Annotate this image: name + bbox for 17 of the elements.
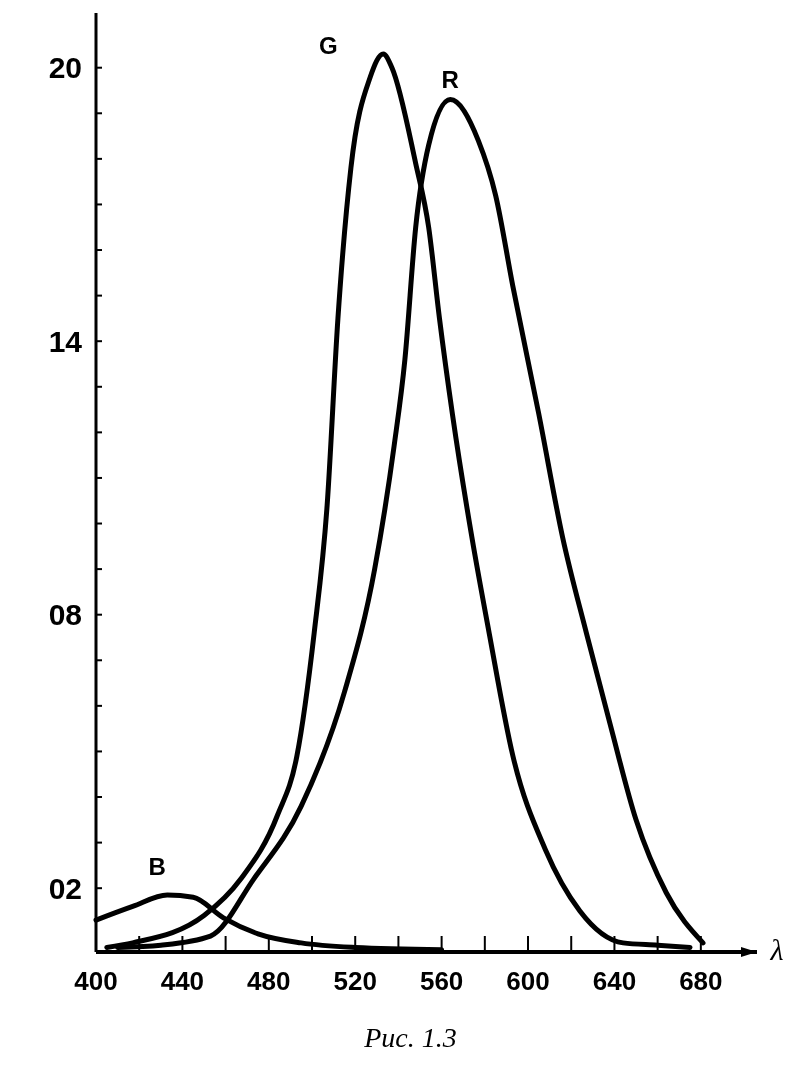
text: Рис. 1.3 — [363, 1022, 457, 1053]
y-tick-label: 08 — [48, 598, 82, 632]
x-tick-label: 680 — [679, 966, 723, 996]
y-tick-label: 14 — [48, 324, 83, 358]
series-label: G — [318, 32, 338, 60]
x-axis-title: λ — [769, 933, 784, 966]
x-tick-label: 400 — [74, 966, 118, 996]
x-tick-label: 480 — [247, 966, 291, 996]
x-tick-label: 520 — [333, 966, 377, 996]
series-label: B — [148, 853, 166, 881]
x-tick-label: 440 — [160, 966, 205, 996]
x-tick-label: 600 — [506, 966, 550, 996]
series-label: R — [441, 65, 459, 93]
y-tick-label: 02 — [48, 871, 82, 905]
x-tick-label: 640 — [592, 966, 637, 996]
y-tick-label: 20 — [48, 51, 82, 85]
x-tick-label: 560 — [419, 966, 464, 996]
